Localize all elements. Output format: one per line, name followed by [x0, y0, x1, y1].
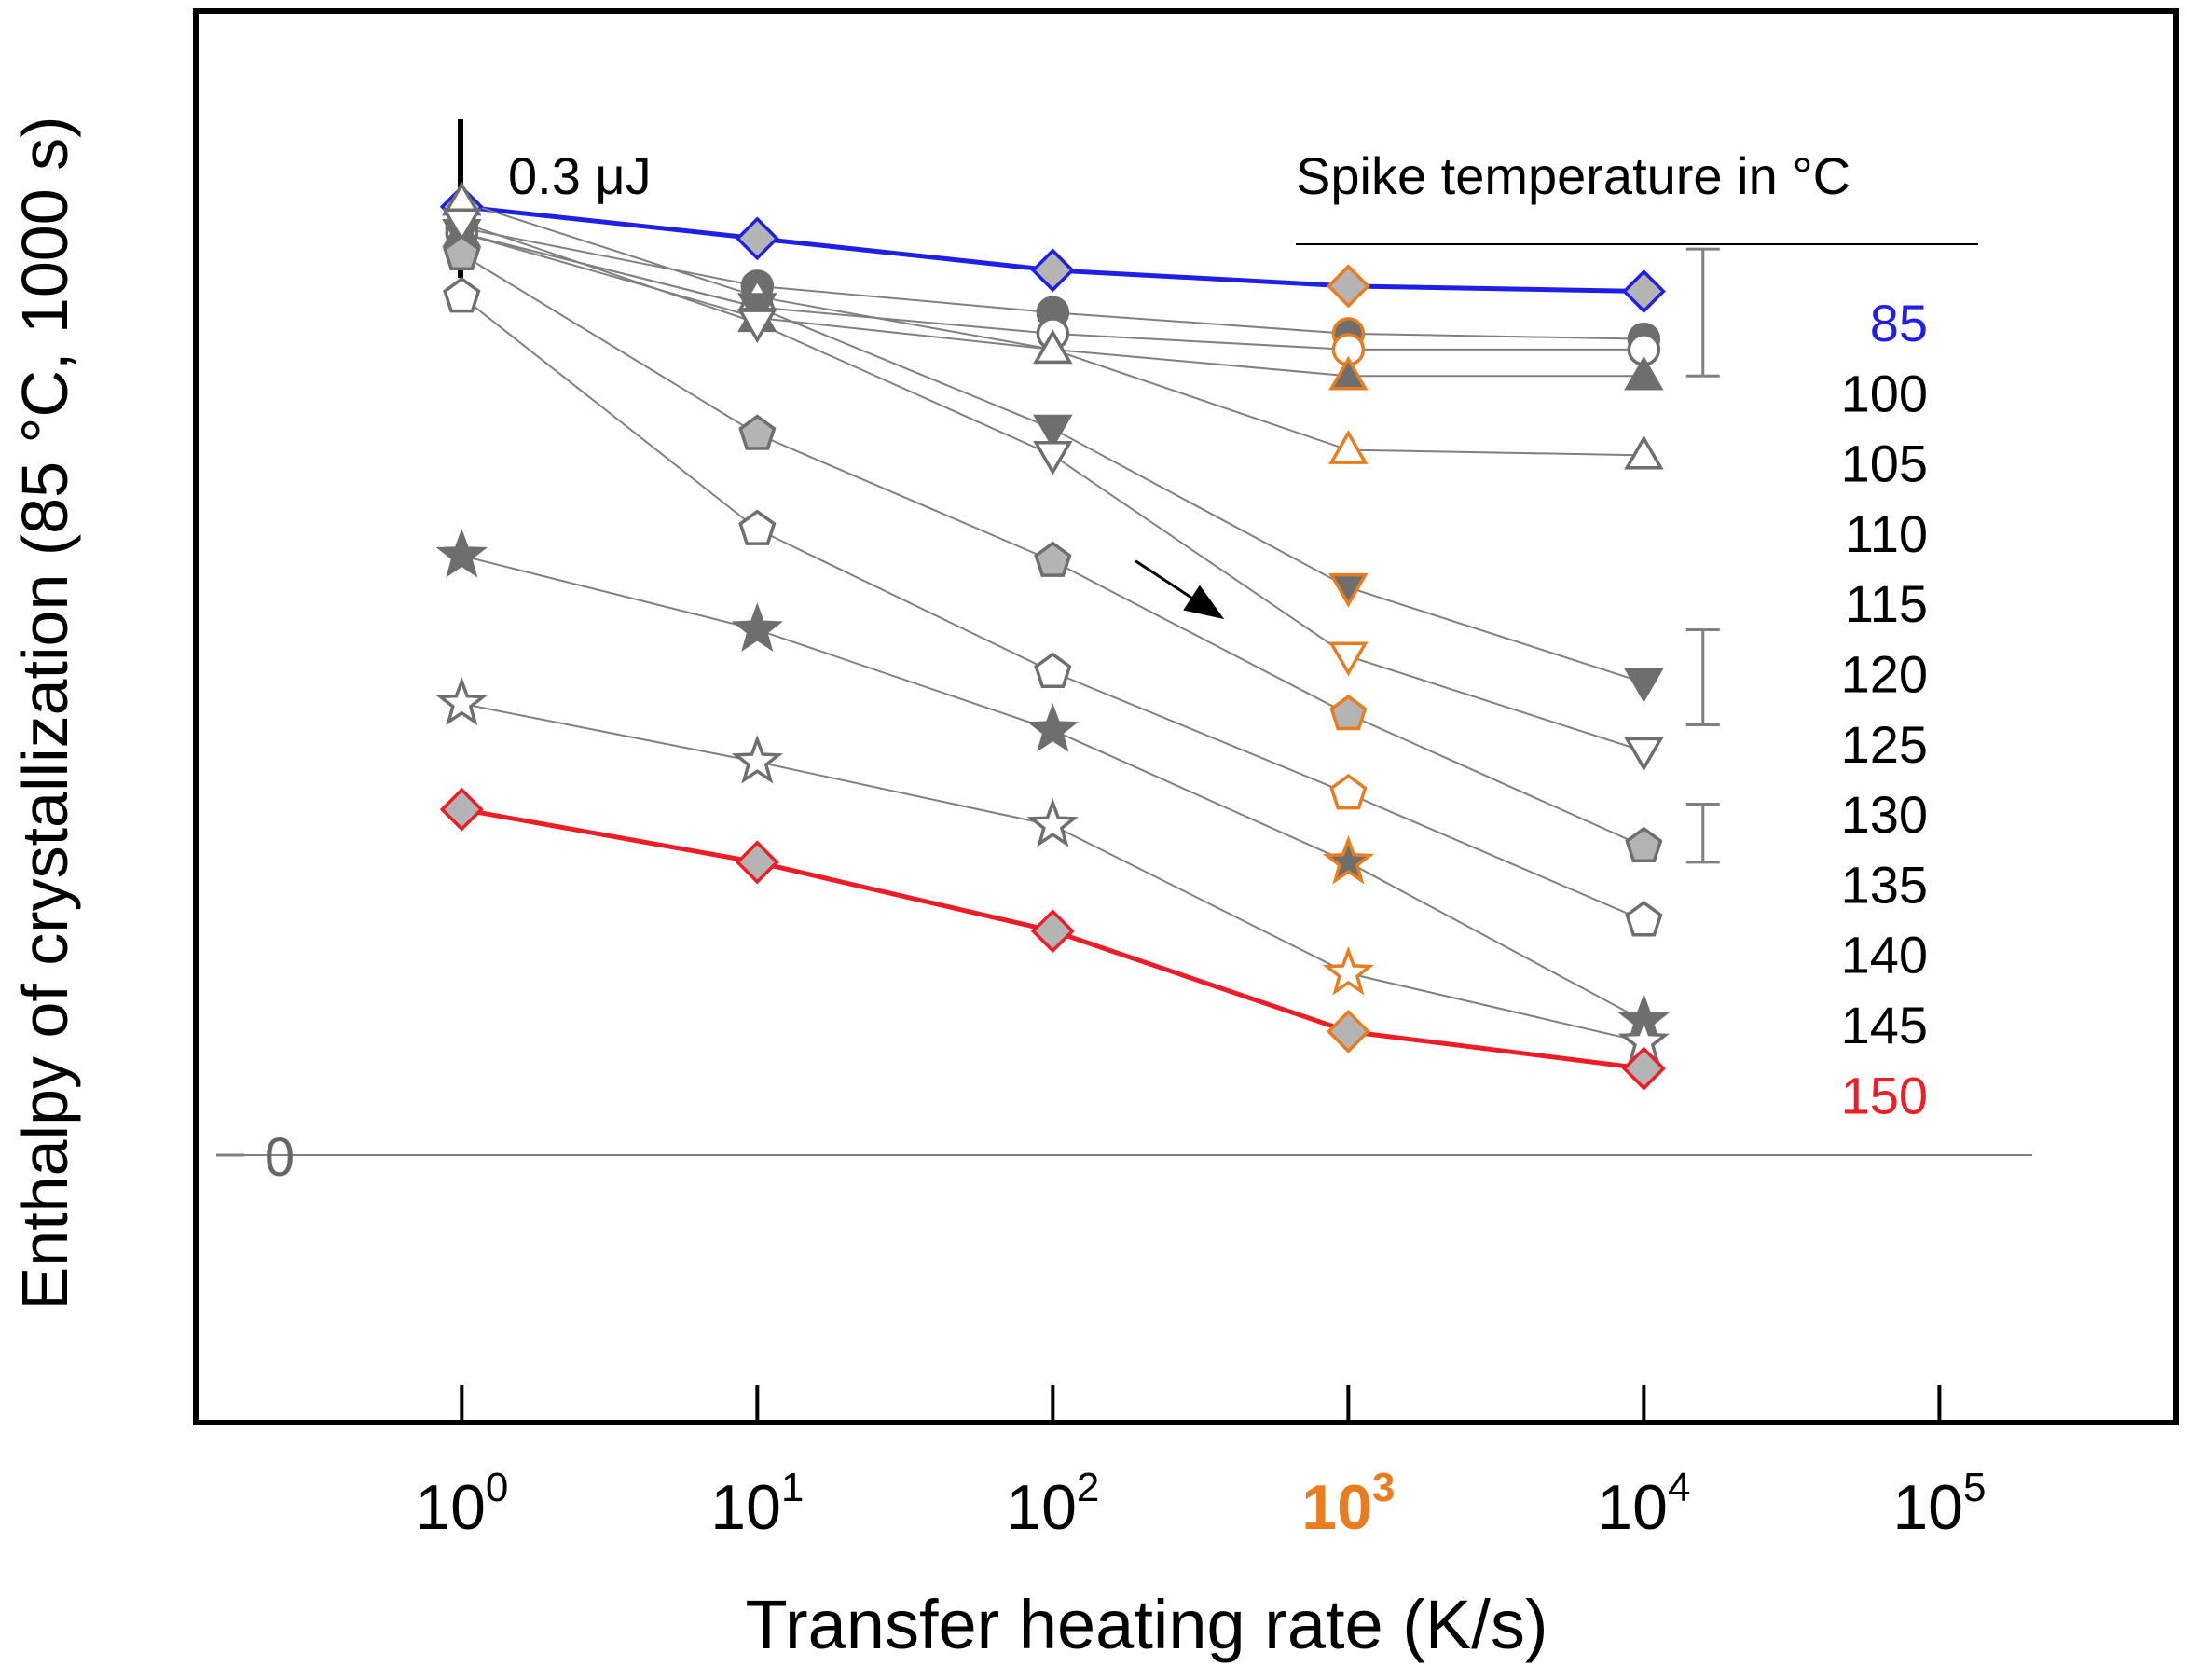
x-tick-label: 104: [1597, 1465, 1690, 1543]
marker-145: [731, 735, 784, 784]
legend-label-115: 115: [1845, 574, 1928, 633]
x-tick-label: 105: [1892, 1465, 1986, 1543]
marker-130: [1034, 541, 1072, 577]
x-tick-label: 100: [415, 1465, 508, 1543]
x-tick-label: 103: [1301, 1465, 1395, 1543]
marker-125: [442, 208, 482, 243]
legend-label-110: 110: [1845, 504, 1928, 563]
marker-140: [1026, 703, 1079, 752]
marker-120: [1624, 668, 1664, 703]
marker-145: [1322, 945, 1374, 996]
marker-135: [1625, 901, 1663, 937]
marker-120: [1328, 572, 1369, 608]
marker-85: [735, 216, 779, 261]
legend-label-150: 150: [1841, 1066, 1928, 1124]
x-axis-title: Transfer heating rate (K/s): [746, 1586, 1548, 1663]
marker-115: [1328, 430, 1369, 464]
legend-label-130: 130: [1841, 785, 1928, 844]
legend-label-120: 120: [1841, 645, 1928, 704]
marker-130: [738, 414, 777, 450]
annotation-arrow-head: [1183, 585, 1225, 620]
legend-label-85: 85: [1870, 294, 1928, 352]
marker-130: [443, 234, 481, 270]
marker-140: [731, 602, 784, 653]
marker-150: [1030, 909, 1075, 954]
x-tick-label: 101: [710, 1465, 804, 1543]
marker-125: [737, 309, 777, 344]
marker-85: [1030, 248, 1075, 293]
annotation-arrow-shaft: [1135, 559, 1192, 599]
marker-85: [1621, 269, 1666, 313]
marker-145: [435, 676, 488, 726]
scale-bar-label: 0.3 μJ: [508, 146, 652, 205]
marker-150: [439, 787, 484, 832]
marker-135: [1329, 774, 1368, 810]
marker-135: [738, 509, 777, 545]
y-axis-title: Enthalpy of crystallization (85 °C, 1000…: [8, 117, 81, 1311]
zero-label: 0: [265, 1127, 295, 1188]
marker-150: [735, 840, 779, 885]
plot-frame: [193, 8, 2179, 1425]
legend-label-140: 140: [1841, 926, 1928, 985]
marker-125: [1033, 441, 1073, 475]
marker-130: [1625, 826, 1663, 863]
marker-85: [1326, 264, 1370, 309]
marker-150: [1621, 1046, 1666, 1091]
legend-label-105: 105: [1841, 434, 1928, 493]
marker-135: [443, 277, 481, 313]
marker-125: [1624, 737, 1664, 772]
marker-140: [1322, 834, 1374, 885]
marker-140: [435, 529, 488, 578]
legend-label-135: 135: [1841, 855, 1928, 914]
marker-110: [1328, 355, 1369, 391]
marker-145: [1026, 798, 1080, 847]
marker-150: [1326, 1009, 1370, 1053]
marker-115: [1624, 434, 1664, 470]
marker-110: [1624, 355, 1664, 391]
marker-130: [1329, 695, 1368, 731]
legend-label-145: 145: [1841, 996, 1928, 1054]
marker-120: [1033, 414, 1073, 449]
marker-115: [1033, 329, 1073, 365]
legend-title: Spike temperature in °C: [1296, 146, 1850, 205]
series-line-145: [461, 702, 1644, 1043]
legend-label-125: 125: [1841, 715, 1928, 774]
x-tick-label: 102: [1006, 1465, 1099, 1543]
marker-135: [1034, 652, 1072, 688]
legend-label-100: 100: [1841, 364, 1928, 422]
marker-125: [1328, 641, 1369, 677]
